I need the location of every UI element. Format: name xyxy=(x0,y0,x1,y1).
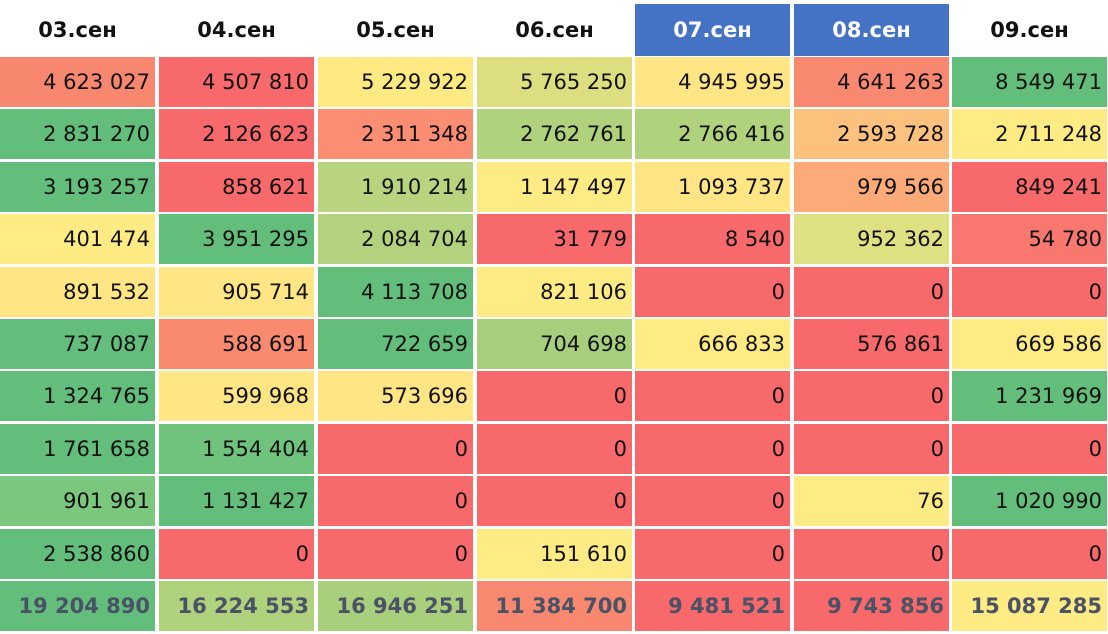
data-cell: 0 xyxy=(794,371,949,421)
data-cell: 0 xyxy=(794,267,949,317)
data-cell: 573 696 xyxy=(318,371,473,421)
data-cell: 0 xyxy=(952,529,1107,579)
data-cell: 401 474 xyxy=(0,214,155,264)
data-cell: 599 968 xyxy=(159,371,314,421)
data-cell: 901 961 xyxy=(0,476,155,526)
data-cell: 3 193 257 xyxy=(0,162,155,212)
data-cell: 905 714 xyxy=(159,267,314,317)
data-cell: 1 910 214 xyxy=(318,162,473,212)
data-cell: 151 610 xyxy=(477,529,632,579)
data-cell: 952 362 xyxy=(794,214,949,264)
data-cell: 5 765 250 xyxy=(477,57,632,107)
data-cell: 0 xyxy=(318,424,473,474)
data-cell: 1 020 990 xyxy=(952,476,1107,526)
data-cell: 4 113 708 xyxy=(318,267,473,317)
data-cell: 5 229 922 xyxy=(318,57,473,107)
data-cell: 0 xyxy=(635,476,790,526)
data-cell: 669 586 xyxy=(952,319,1107,369)
data-cell: 704 698 xyxy=(477,319,632,369)
data-cell: 4 945 995 xyxy=(635,57,790,107)
data-cell: 76 xyxy=(794,476,949,526)
data-cell: 2 831 270 xyxy=(0,109,155,159)
data-cell: 0 xyxy=(794,529,949,579)
data-cell: 8 549 471 xyxy=(952,57,1107,107)
column-header: 04.сен xyxy=(197,18,276,42)
data-cell: 0 xyxy=(635,267,790,317)
total-cell: 9 481 521 xyxy=(635,581,790,631)
total-cell: 16 946 251 xyxy=(318,581,473,631)
data-cell: 858 621 xyxy=(159,162,314,212)
data-cell: 1 324 765 xyxy=(0,371,155,421)
data-cell: 2 762 761 xyxy=(477,109,632,159)
data-cell: 0 xyxy=(159,529,314,579)
data-cell: 722 659 xyxy=(318,319,473,369)
total-cell: 16 224 553 xyxy=(159,581,314,631)
column-header: 03.сен xyxy=(38,18,117,42)
data-cell: 1 231 969 xyxy=(952,371,1107,421)
data-cell: 0 xyxy=(635,371,790,421)
data-cell: 2 084 704 xyxy=(318,214,473,264)
data-cell: 666 833 xyxy=(635,319,790,369)
data-cell: 0 xyxy=(952,267,1107,317)
data-cell: 0 xyxy=(635,424,790,474)
data-cell: 0 xyxy=(477,371,632,421)
data-cell: 2 311 348 xyxy=(318,109,473,159)
data-cell: 2 766 416 xyxy=(635,109,790,159)
total-cell: 9 743 856 xyxy=(794,581,949,631)
column-header: 08.сен xyxy=(794,4,949,56)
total-cell: 19 204 890 xyxy=(0,581,155,631)
column-header: 07.сен xyxy=(635,4,790,56)
total-cell: 15 087 285 xyxy=(952,581,1107,631)
data-cell: 0 xyxy=(477,476,632,526)
data-cell: 0 xyxy=(318,529,473,579)
data-cell: 0 xyxy=(794,424,949,474)
total-cell: 11 384 700 xyxy=(477,581,632,631)
data-cell: 4 641 263 xyxy=(794,57,949,107)
data-cell: 821 106 xyxy=(477,267,632,317)
data-cell: 1 147 497 xyxy=(477,162,632,212)
data-cell: 4 623 027 xyxy=(0,57,155,107)
data-cell: 0 xyxy=(952,424,1107,474)
data-cell: 3 951 295 xyxy=(159,214,314,264)
data-cell: 1 131 427 xyxy=(159,476,314,526)
data-cell: 2 711 248 xyxy=(952,109,1107,159)
data-cell: 588 691 xyxy=(159,319,314,369)
data-cell: 891 532 xyxy=(0,267,155,317)
data-cell: 1 093 737 xyxy=(635,162,790,212)
data-cell: 1 554 404 xyxy=(159,424,314,474)
data-cell: 979 566 xyxy=(794,162,949,212)
data-cell: 2 593 728 xyxy=(794,109,949,159)
data-cell: 8 540 xyxy=(635,214,790,264)
data-cell: 849 241 xyxy=(952,162,1107,212)
data-cell: 2 126 623 xyxy=(159,109,314,159)
data-cell: 31 779 xyxy=(477,214,632,264)
data-cell: 4 507 810 xyxy=(159,57,314,107)
data-cell: 54 780 xyxy=(952,214,1107,264)
data-cell: 0 xyxy=(477,424,632,474)
data-cell: 2 538 860 xyxy=(0,529,155,579)
data-cell: 1 761 658 xyxy=(0,424,155,474)
column-header: 09.сен xyxy=(990,18,1069,42)
data-cell: 737 087 xyxy=(0,319,155,369)
data-cell: 0 xyxy=(635,529,790,579)
data-cell: 0 xyxy=(318,476,473,526)
column-header: 05.сен xyxy=(356,18,435,42)
column-header: 06.сен xyxy=(515,18,594,42)
data-cell: 576 861 xyxy=(794,319,949,369)
